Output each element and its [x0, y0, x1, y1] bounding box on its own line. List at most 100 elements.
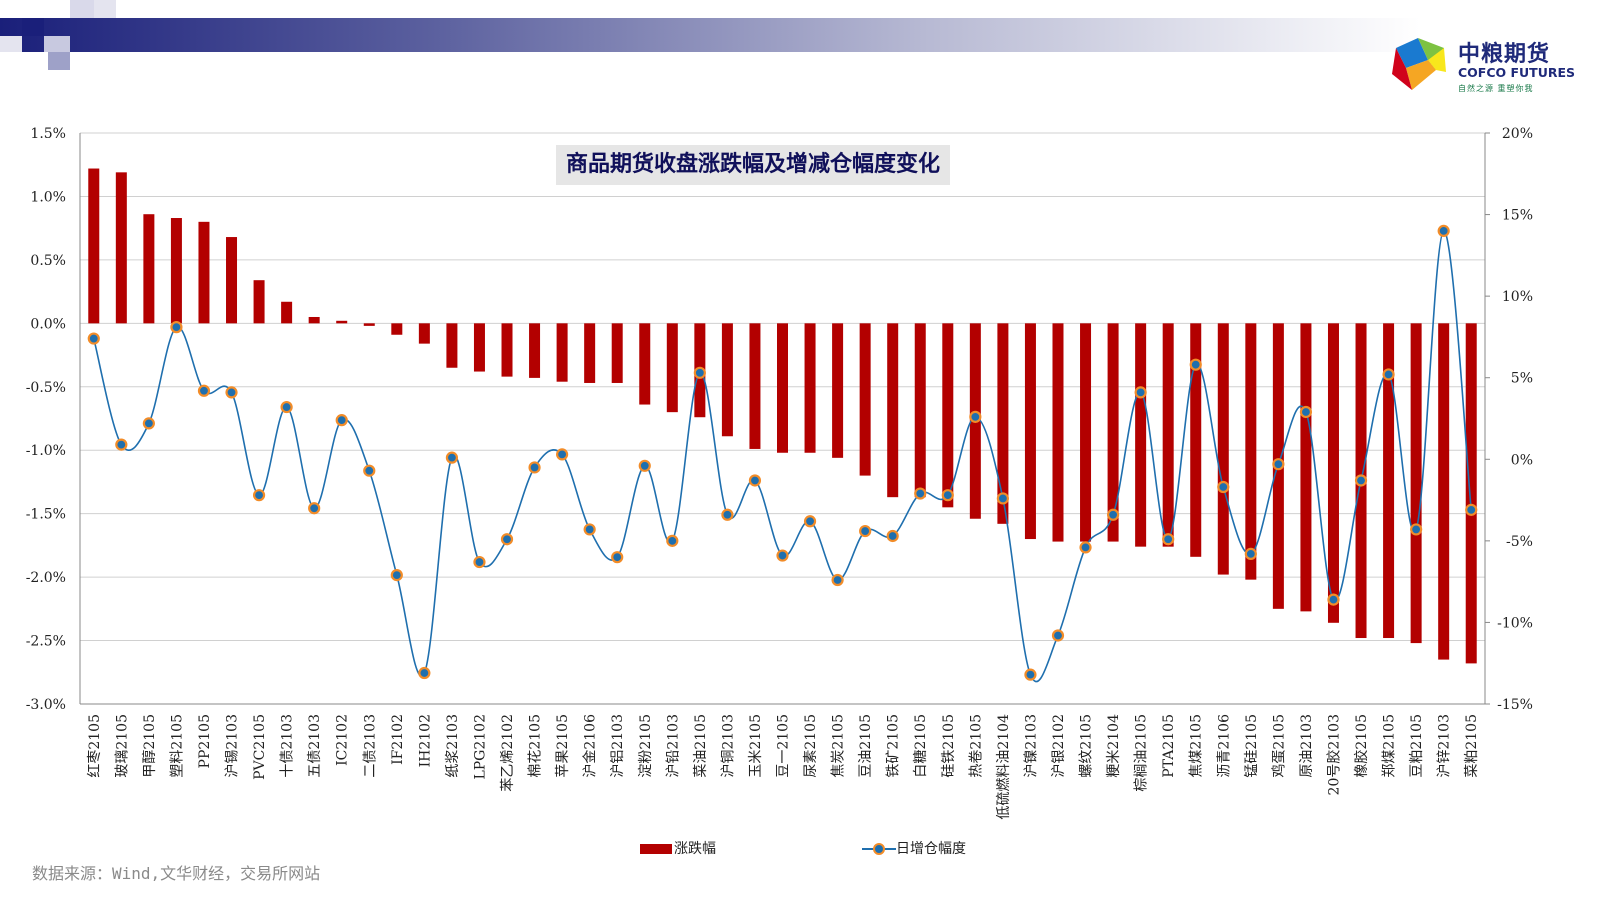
line-point [1437, 224, 1450, 237]
bar [611, 323, 623, 383]
bar [115, 172, 127, 324]
bar [1410, 323, 1422, 644]
logo-sub-text: 自然之源 重塑你我 [1458, 84, 1534, 93]
line-point [693, 366, 706, 379]
line-point [1217, 480, 1230, 494]
x-category-label: 苹果2105 [555, 714, 571, 778]
x-category-label: 郑煤2105 [1382, 714, 1398, 778]
x-category-label: 沪镍2103 [1023, 714, 1039, 778]
bar [473, 323, 485, 372]
line-point [1162, 533, 1175, 546]
line-point [280, 400, 293, 414]
line-point [914, 487, 927, 500]
x-category-label: 玻璃2105 [113, 714, 130, 778]
line-point [252, 489, 266, 502]
x-category-label: 硅铁2105 [941, 714, 957, 778]
line-point [473, 555, 486, 569]
header-square-mid [70, 0, 94, 18]
x-category-label: 橡胶2105 [1353, 714, 1370, 778]
x-category-label: 焦煤2105 [1189, 714, 1205, 778]
bar [281, 301, 293, 324]
x-category-label: 尿素2105 [803, 714, 819, 778]
x-category-label: 十债2103 [280, 714, 296, 778]
line-point [1189, 358, 1202, 371]
line-point [87, 332, 100, 345]
line-point [583, 523, 596, 536]
line-point [1465, 503, 1478, 516]
line-point [1354, 474, 1368, 487]
y-left-tick-label: -0.5% [26, 380, 66, 396]
line-point [197, 384, 211, 397]
bar [198, 221, 210, 324]
y-left-tick-label: -3.0% [26, 697, 66, 713]
x-category-label: 纸浆2103 [445, 714, 461, 778]
bar [832, 323, 844, 458]
y-right-tick-label: 5% [1511, 371, 1533, 387]
x-category-label: 菜油2105 [693, 714, 709, 778]
bar [88, 168, 100, 324]
y-left-tick-label: -2.0% [26, 570, 66, 586]
bar [391, 323, 403, 335]
line-point [611, 551, 624, 564]
bar [556, 323, 568, 382]
bar [777, 323, 788, 453]
x-category-label: PP2105 [197, 714, 213, 768]
bar [1327, 323, 1339, 623]
line-point [776, 549, 789, 562]
line-point [528, 461, 541, 474]
line-point [859, 524, 872, 538]
y-left-tick-label: -1.5% [26, 507, 66, 523]
line-point [390, 569, 403, 582]
y-right-tick-label: 20% [1502, 126, 1533, 142]
line-point [638, 459, 651, 472]
bar [997, 323, 1009, 524]
line-point [831, 573, 844, 587]
y-right-tick-label: -10% [1497, 615, 1533, 631]
bar [1080, 323, 1092, 542]
x-category-label: 热卷2105 [968, 714, 984, 778]
x-category-label: 五债2103 [307, 714, 323, 778]
line-point [142, 417, 155, 430]
line-point [721, 508, 734, 521]
header-square-light3 [0, 36, 22, 52]
bar [1052, 323, 1064, 542]
chart-title: 商品期货收盘涨跌幅及增减仓幅度变化 [556, 145, 951, 185]
y-left-tick-label: -2.5% [26, 634, 66, 650]
bar [859, 323, 871, 476]
x-category-label: 菜粕2105 [1464, 714, 1480, 778]
bar [914, 323, 926, 498]
line-point [1024, 668, 1037, 681]
line-point [363, 464, 376, 477]
line-point [170, 321, 183, 334]
bar [1217, 323, 1229, 575]
bar [1107, 323, 1119, 542]
line-point [1299, 405, 1313, 419]
line-point [803, 515, 817, 528]
bar [721, 323, 733, 437]
legend-line-swatch [862, 843, 896, 855]
x-category-label: PVC2105 [252, 714, 268, 780]
x-category-label: 淀粉2105 [638, 714, 654, 778]
x-category-label: 沥青2106 [1216, 714, 1232, 778]
bar [170, 218, 182, 324]
line-point [335, 414, 348, 427]
header-square-light [44, 36, 70, 52]
bar [253, 280, 265, 324]
x-category-label: 沪金2106 [583, 714, 599, 778]
line-point [996, 492, 1009, 505]
bar [1300, 323, 1312, 612]
x-category-label: 沪铅2103 [665, 714, 681, 778]
x-category-label: 白糖2105 [913, 714, 929, 778]
bar [942, 323, 954, 508]
x-category-label: 焦炭2105 [831, 714, 847, 778]
line-point [1106, 508, 1120, 521]
bar [1383, 323, 1395, 639]
bar [1162, 323, 1174, 547]
bar [308, 316, 320, 324]
x-category-label: PTA2105 [1161, 714, 1177, 778]
line-point [1079, 541, 1092, 554]
line-point [1134, 386, 1147, 399]
y-right-tick-label: -15% [1497, 697, 1533, 713]
y-right-tick-label: 15% [1502, 208, 1533, 224]
